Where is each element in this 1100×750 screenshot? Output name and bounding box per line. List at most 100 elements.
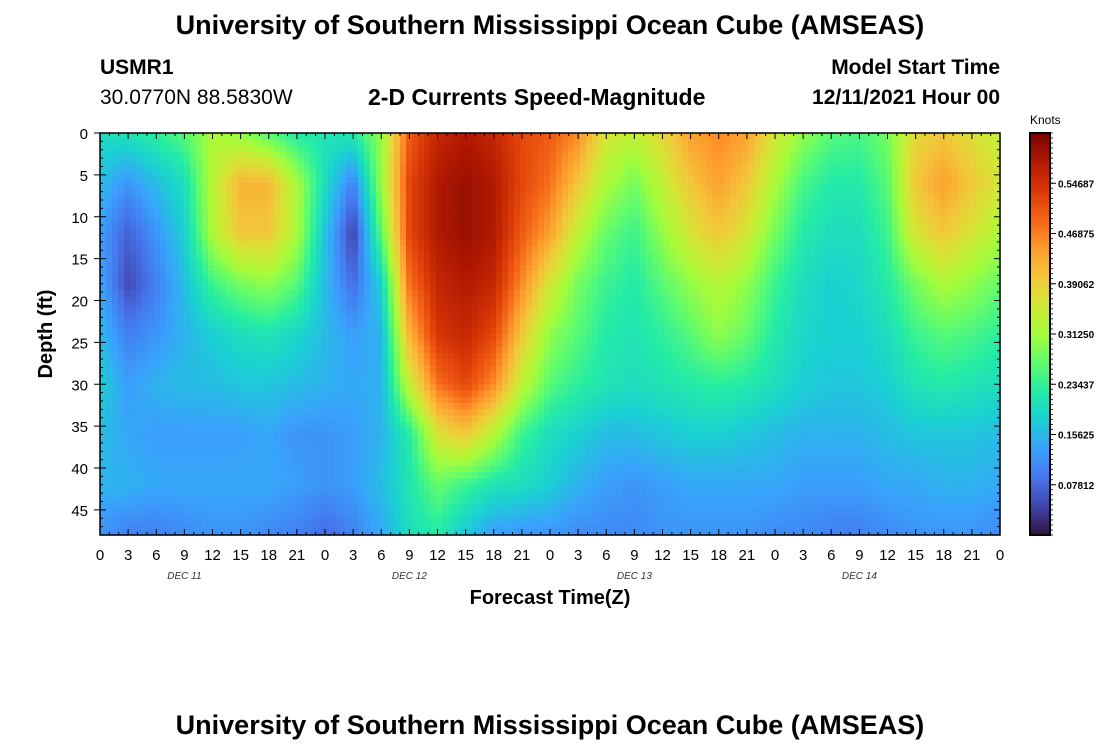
heatmap-cell: [658, 302, 665, 310]
heatmap-cell: [928, 183, 935, 191]
heatmap-cell: [262, 151, 269, 159]
heatmap-cell: [460, 321, 467, 329]
heatmap-cell: [844, 290, 851, 297]
heatmap-cell: [766, 315, 773, 323]
heatmap-cell: [166, 290, 173, 297]
heatmap-cell: [646, 233, 653, 241]
heatmap-cell: [616, 189, 623, 197]
heatmap-cell: [502, 139, 509, 147]
heatmap-cell: [466, 258, 473, 266]
heatmap-cell: [892, 321, 899, 329]
heatmap-cell: [790, 233, 797, 241]
heatmap-cell: [652, 277, 659, 285]
heatmap-cell: [118, 271, 125, 279]
heatmap-cell: [580, 202, 587, 209]
heatmap-cell: [730, 202, 737, 209]
heatmap-cell: [310, 176, 317, 184]
plot-title: 2-D Currents Speed-Magnitude: [368, 84, 706, 110]
heatmap-cell: [790, 214, 797, 222]
heatmap-cell: [472, 315, 479, 323]
heatmap-cell: [994, 327, 1001, 335]
heatmap-cell: [604, 334, 611, 341]
heatmap-cell: [340, 233, 347, 241]
heatmap-cell: [610, 202, 617, 209]
heatmap-cell: [238, 189, 245, 197]
heatmap-cell: [964, 151, 971, 159]
heatmap-cell: [244, 252, 251, 260]
heatmap-cell: [490, 158, 497, 166]
heatmap-cell: [856, 164, 863, 172]
heatmap-cell: [820, 290, 827, 297]
heatmap-cell: [742, 252, 749, 260]
heatmap-cell: [826, 164, 833, 172]
heatmap-cell: [202, 315, 209, 323]
heatmap-cell: [826, 302, 833, 310]
heatmap-cell: [406, 183, 413, 191]
heatmap-cell: [688, 321, 695, 329]
heatmap-cell: [952, 321, 959, 329]
heatmap-cell: [370, 239, 377, 247]
heatmap-cell: [376, 220, 383, 228]
heatmap-cell: [376, 214, 383, 222]
heatmap-cell: [280, 302, 287, 310]
heatmap-cell: [658, 334, 665, 341]
heatmap-cell: [628, 271, 635, 279]
heatmap-cell: [226, 195, 233, 203]
heatmap-cell: [544, 164, 551, 172]
heatmap-cell: [802, 220, 809, 228]
heatmap-cell: [136, 208, 143, 216]
heatmap-cell: [844, 246, 851, 253]
heatmap-cell: [640, 170, 647, 178]
heatmap-cell: [256, 164, 263, 172]
heatmap-cell: [502, 277, 509, 285]
heatmap-cell: [778, 176, 785, 184]
heatmap-cell: [220, 176, 227, 184]
heatmap-cell: [196, 327, 203, 335]
heatmap-cell: [940, 195, 947, 203]
heatmap-cell: [220, 158, 227, 166]
heatmap-cell: [742, 233, 749, 241]
heatmap-cell: [550, 327, 557, 335]
heatmap-cell: [328, 183, 335, 191]
heatmap-cell: [244, 176, 251, 184]
heatmap-cell: [556, 133, 563, 140]
heatmap-cell: [520, 327, 527, 335]
heatmap-cell: [436, 239, 443, 247]
heatmap-cell: [562, 327, 569, 335]
heatmap-cell: [388, 302, 395, 310]
heatmap-cell: [520, 220, 527, 228]
heatmap-cell: [538, 220, 545, 228]
heatmap-cell: [322, 239, 329, 247]
heatmap-cell: [616, 183, 623, 191]
heatmap-cell: [862, 315, 869, 323]
heatmap-cell: [262, 315, 269, 323]
heatmap-cell: [166, 258, 173, 266]
heatmap-cell: [784, 252, 791, 260]
heatmap-cell: [544, 233, 551, 241]
heatmap-cell: [556, 271, 563, 279]
heatmap-cell: [208, 139, 215, 147]
heatmap-cell: [586, 283, 593, 291]
heatmap-cell: [334, 296, 341, 304]
heatmap-cell: [346, 290, 353, 297]
heatmap-cell: [130, 151, 137, 159]
heatmap-cell: [826, 252, 833, 260]
heatmap-cell: [556, 233, 563, 241]
heatmap-cell: [790, 183, 797, 191]
heatmap-cell: [388, 321, 395, 329]
heatmap-cell: [730, 271, 737, 279]
heatmap-cell: [676, 189, 683, 197]
heatmap-cell: [640, 208, 647, 216]
heatmap-cell: [868, 133, 875, 140]
heatmap-cell: [424, 208, 431, 216]
heatmap-cell: [430, 283, 437, 291]
heatmap-cell: [844, 296, 851, 304]
heatmap-cell: [442, 145, 449, 153]
heatmap-cell: [190, 283, 197, 291]
heatmap-cell: [598, 239, 605, 247]
heatmap-cell: [634, 195, 641, 203]
heatmap-cell: [970, 208, 977, 216]
heatmap-cell: [136, 302, 143, 310]
heatmap-cell: [196, 195, 203, 203]
heatmap-cell: [436, 195, 443, 203]
